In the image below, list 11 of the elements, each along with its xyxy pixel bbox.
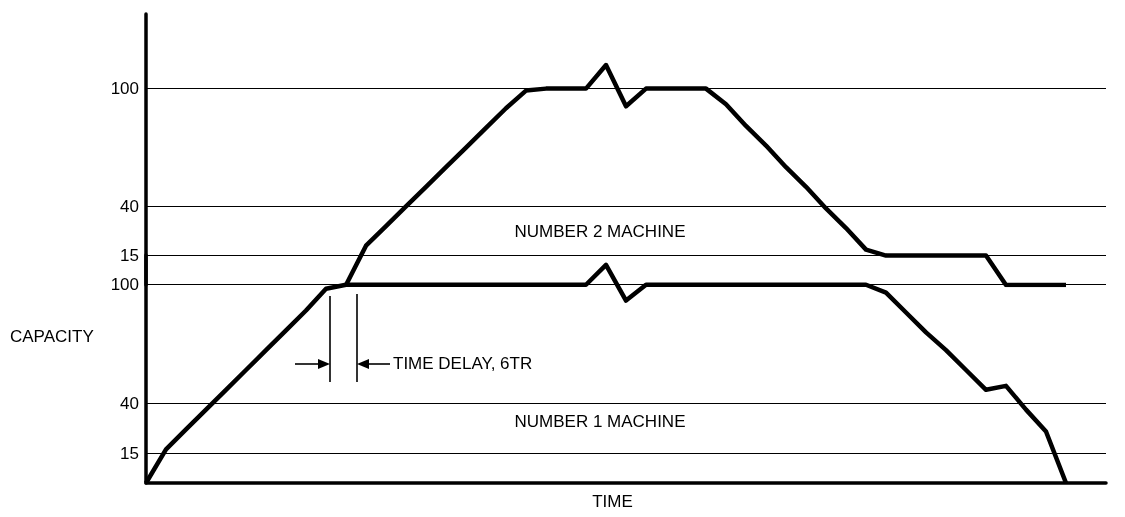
y-tick-label: 15 [120, 443, 139, 463]
y-axis-title: CAPACITY [10, 327, 94, 347]
annotation: TIME DELAY, 6TR [393, 354, 533, 374]
x-axis-title: TIME [591, 492, 634, 512]
y-tick-label: 15 [120, 246, 139, 266]
y-tick-label: 100 [110, 275, 139, 295]
annotation: NUMBER 1 MACHINE [513, 412, 687, 432]
y-tick-label: 40 [120, 196, 139, 216]
annotation: NUMBER 2 MACHINE [513, 222, 687, 242]
y-tick-label: 40 [120, 394, 139, 414]
y-tick-label: 100 [110, 79, 139, 99]
